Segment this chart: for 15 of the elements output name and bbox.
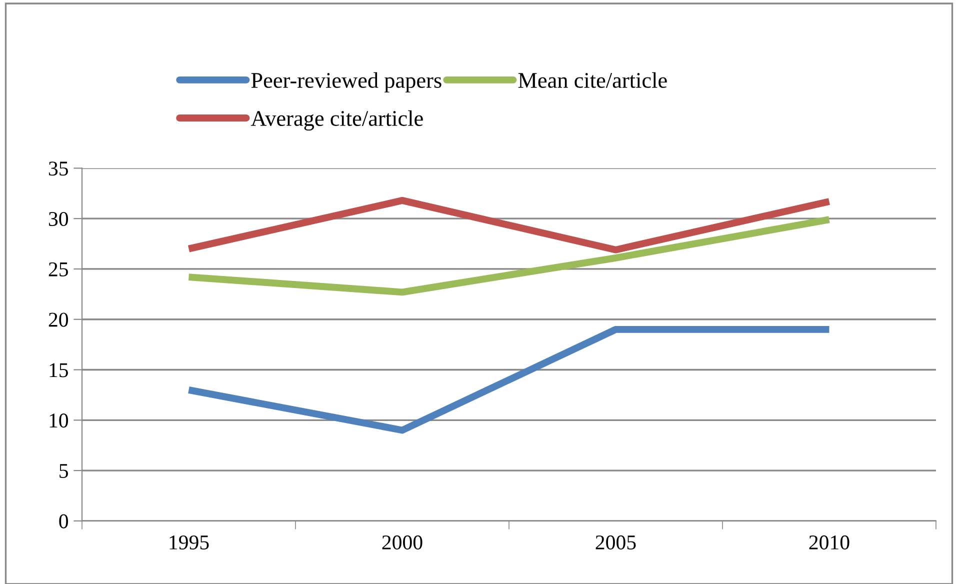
- y-tick-label: 20: [48, 312, 68, 327]
- y-tick-label: 0: [59, 514, 68, 528]
- y-tick-label: 30: [48, 212, 68, 226]
- y-tick-label: 25: [48, 262, 68, 276]
- y-tick-label: 35: [48, 162, 68, 176]
- y-tick-label: 10: [50, 414, 68, 428]
- legend-label: Average cite/article: [250, 110, 423, 131]
- legend-label: Mean cite/article: [518, 72, 667, 88]
- x-tick-label: 2005: [596, 535, 636, 550]
- legend-label: Peer-reviewed papers: [251, 72, 442, 92]
- x-tick-label: 2010: [809, 535, 850, 550]
- x-tick-label: 2000: [382, 535, 422, 550]
- x-tick-label: 1995: [170, 535, 209, 550]
- y-tick-label: 5: [60, 464, 68, 478]
- y-tick-label: 15: [50, 363, 68, 378]
